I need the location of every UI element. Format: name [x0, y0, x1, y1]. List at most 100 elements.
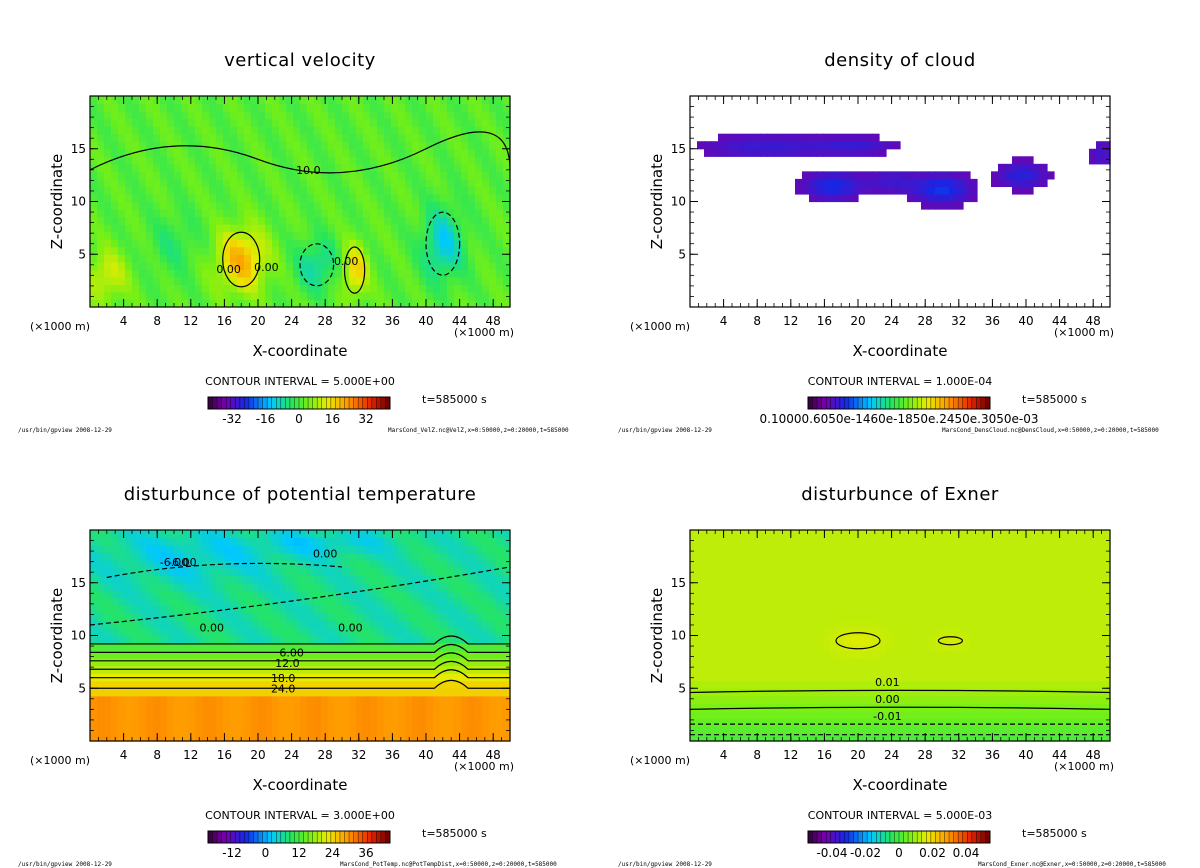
field-cell [377, 111, 385, 120]
field-cell [739, 665, 747, 674]
field-cell [412, 126, 420, 135]
field-cell [468, 627, 476, 637]
field-cell [433, 537, 441, 546]
field-cell [300, 658, 308, 667]
field-cell [181, 703, 189, 712]
field-cell [286, 567, 294, 576]
field-cell [739, 643, 747, 652]
contour-lines [89, 131, 511, 294]
field-cell [279, 688, 287, 697]
field-cell [160, 261, 168, 270]
field-cell [258, 178, 266, 188]
field-cell [482, 582, 490, 591]
field-cell [286, 635, 294, 644]
field-cell [167, 695, 175, 704]
field-cell [384, 224, 392, 233]
field-cell [447, 216, 455, 225]
field-cell [139, 269, 147, 278]
field-cell [132, 246, 140, 255]
field-cell [795, 725, 803, 735]
field-cell [774, 620, 782, 629]
field-cell [97, 186, 105, 195]
field-cell [146, 627, 154, 637]
field-cell [97, 680, 105, 689]
field-cell [461, 126, 469, 135]
field-cell [384, 239, 392, 248]
colorbar-cell [212, 831, 218, 843]
field-cell [398, 178, 406, 188]
field-cell [300, 627, 308, 637]
field-cell [230, 284, 238, 293]
field-cell [174, 246, 182, 255]
field-cell [753, 552, 761, 561]
field-cell [788, 567, 796, 576]
field-cell [503, 575, 511, 584]
field-cell [711, 545, 719, 554]
field-cell [237, 231, 245, 240]
field-cell [837, 186, 845, 195]
field-cell [104, 118, 112, 127]
field-cell [489, 246, 497, 255]
field-cell [118, 620, 126, 629]
field-cell [209, 725, 217, 735]
field-cell [342, 231, 350, 240]
field-cell [258, 148, 266, 157]
field-cell [188, 156, 196, 165]
field-cell [697, 545, 705, 554]
field-cell [774, 148, 782, 157]
field-cell [237, 246, 245, 255]
field-cell [174, 193, 182, 203]
x-tick-label: 16 [217, 314, 232, 328]
field-cell [314, 658, 322, 667]
field-cell [419, 291, 427, 301]
field-cell [209, 597, 217, 606]
field-cell [314, 620, 322, 629]
field-cell [188, 133, 196, 142]
field-cell [104, 178, 112, 188]
field-cell [433, 261, 441, 270]
field-cell [440, 545, 448, 554]
field-cell [739, 133, 747, 142]
field-cell [251, 590, 259, 599]
field-cell [697, 141, 705, 150]
field-cell [468, 612, 476, 622]
field-cell [482, 239, 490, 248]
field-cell [697, 733, 705, 742]
field-cell [251, 545, 259, 554]
field-cell [195, 224, 203, 233]
field-cell [244, 695, 252, 704]
field-cell [718, 612, 726, 622]
field-cell [732, 620, 740, 629]
field-cell [419, 284, 427, 293]
field-cell [279, 156, 287, 165]
field-cell [265, 269, 273, 278]
field-cell [865, 186, 873, 195]
field-cell [356, 171, 364, 180]
field-cell [125, 118, 133, 127]
field-cell [746, 627, 754, 637]
field-cell [398, 239, 406, 248]
field-cell [349, 597, 357, 606]
field-cell [774, 612, 782, 622]
field-cell [237, 178, 245, 188]
field-cell [370, 224, 378, 233]
field-cell [1047, 171, 1055, 180]
field-cell [279, 231, 287, 240]
field-cell [809, 582, 817, 591]
colorbar-cell [344, 397, 350, 409]
field-cell [160, 284, 168, 293]
field-cell [244, 118, 252, 127]
field-cell [300, 96, 308, 105]
field-cell [405, 231, 413, 240]
field-cell [349, 710, 357, 719]
field-cell [475, 284, 483, 293]
field-cell [188, 590, 196, 599]
field-cell [230, 680, 238, 689]
field-cell [746, 560, 754, 569]
field-cell [307, 291, 315, 301]
colorbar-tick-label: 16 [325, 412, 340, 426]
field-cell [314, 718, 322, 727]
field-cell [746, 612, 754, 622]
field-cell [816, 148, 824, 157]
field-cell [774, 673, 782, 682]
